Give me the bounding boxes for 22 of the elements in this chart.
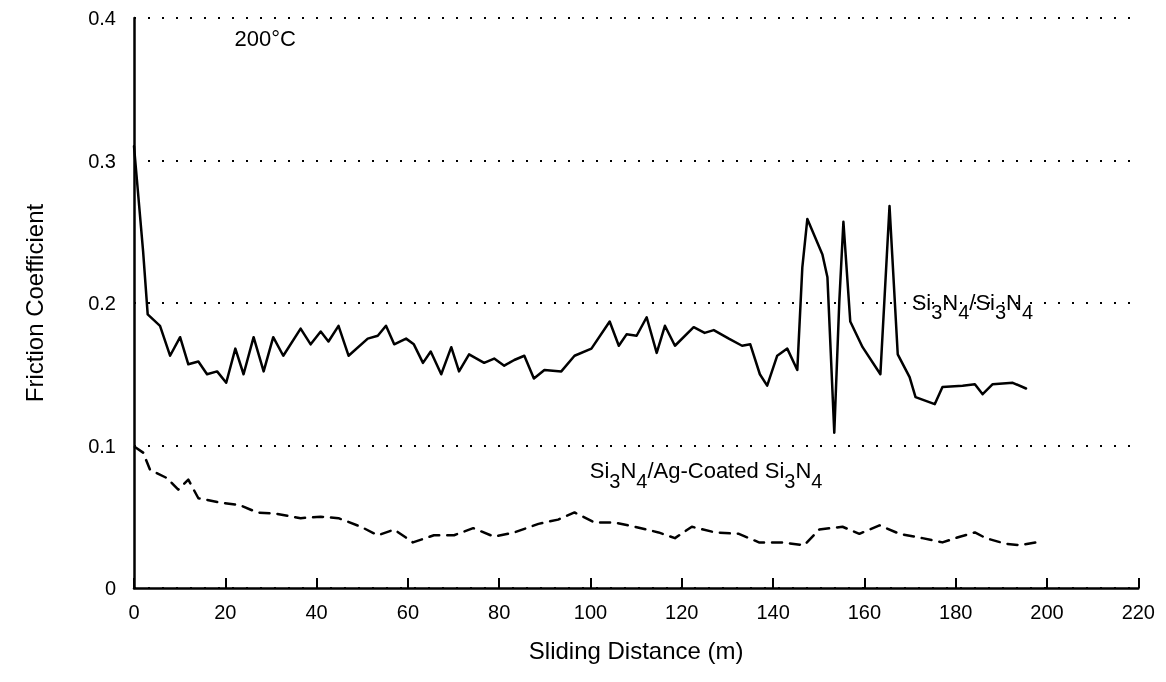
x-tick-label: 60 [396, 601, 420, 623]
y-tick-label: 0.2 [88, 292, 116, 314]
x-tick-label: 220 [1121, 601, 1155, 623]
y-tick-label: 0.1 [88, 434, 116, 457]
x-tick-label: 0 [128, 601, 140, 623]
x-tick-label: 20 [214, 601, 237, 623]
x-tick-label: 120 [665, 601, 699, 623]
y-axis-title: Friction Coefficient [20, 203, 48, 403]
annotation: 200°C [234, 25, 297, 51]
x-tick-label: 180 [939, 601, 973, 623]
x-tick-label: 140 [756, 601, 790, 623]
x-tick-label: 40 [305, 601, 328, 623]
y-tick-label: 0.3 [88, 149, 116, 172]
x-axis-title: Sliding Distance (m) [528, 636, 744, 664]
series-label: Si3N4/Ag-Coated Si3N4 [589, 458, 823, 492]
y-tick-label: 0.4 [88, 7, 116, 29]
y-tick-label: 0 [104, 577, 116, 599]
x-tick-label: 80 [488, 601, 511, 623]
x-tick-label: 160 [847, 601, 882, 623]
x-tick-label: 200 [1030, 601, 1064, 623]
series-label: Si3N4/Si3N4 [911, 289, 1034, 323]
x-tick-label: 100 [573, 601, 608, 623]
